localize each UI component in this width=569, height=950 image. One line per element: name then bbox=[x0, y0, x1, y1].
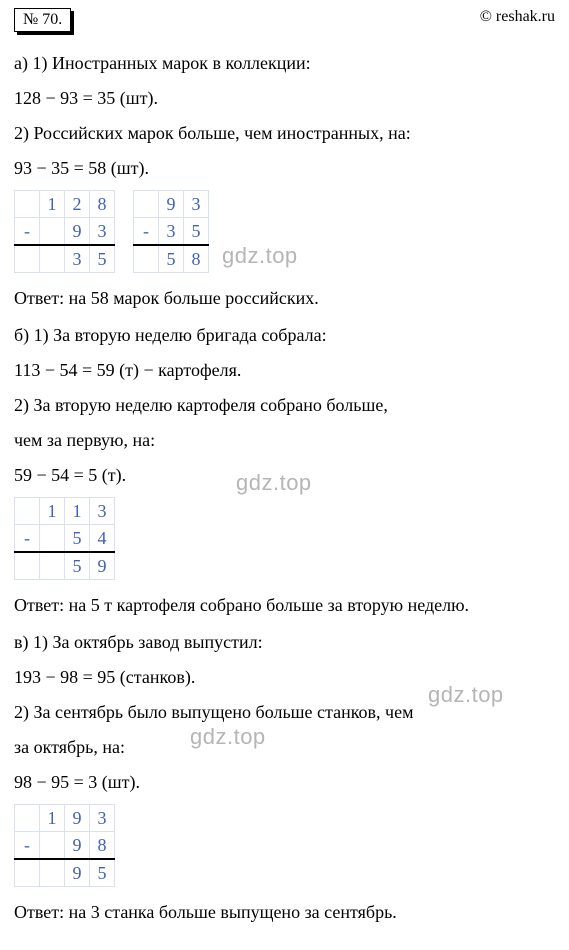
part-a-step1: а) 1) Иностранных марок в коллекции: bbox=[14, 50, 555, 77]
document-container: № 70. © reshak.ru а) 1) Иностранных маро… bbox=[0, 0, 569, 950]
part-b-answer: Ответ: на 5 т картофеля собрано больше з… bbox=[14, 592, 555, 619]
problem-number: № 70. bbox=[23, 11, 62, 28]
calc-table-b1: 1 1 3 - 5 4 5 9 bbox=[14, 497, 115, 580]
part-c-eq1: 193 − 98 = 95 (станков). bbox=[14, 664, 555, 691]
cell bbox=[134, 191, 159, 218]
cell: - bbox=[15, 525, 40, 553]
cell bbox=[15, 245, 40, 273]
cell bbox=[40, 245, 65, 273]
cell: 2 bbox=[65, 191, 90, 218]
cell: 9 bbox=[65, 859, 90, 887]
cell: 5 bbox=[65, 525, 90, 553]
cell: - bbox=[15, 832, 40, 860]
cell: 8 bbox=[184, 245, 209, 273]
cell: 3 bbox=[90, 805, 115, 832]
part-c-step2b: за октябрь, на: bbox=[14, 734, 555, 761]
part-b-eq2: 59 − 54 = 5 (т). bbox=[14, 462, 555, 489]
part-c-answer: Ответ: на 3 станка больше выпущено за се… bbox=[14, 899, 555, 926]
cell: 5 bbox=[90, 245, 115, 273]
cell bbox=[15, 805, 40, 832]
part-b-step2b: чем за первую, на: bbox=[14, 427, 555, 454]
cell bbox=[40, 525, 65, 553]
part-c-eq2: 98 − 95 = 3 (шт). bbox=[14, 769, 555, 796]
cell bbox=[40, 832, 65, 860]
calc-table-c1: 1 9 3 - 9 8 9 5 bbox=[14, 804, 115, 887]
cell: 5 bbox=[65, 552, 90, 580]
cell: 3 bbox=[65, 245, 90, 273]
cell bbox=[15, 859, 40, 887]
cell: 5 bbox=[159, 245, 184, 273]
part-a-eq1: 128 − 93 = 35 (шт). bbox=[14, 85, 555, 112]
part-a-step2: 2) Российских марок больше, чем иностран… bbox=[14, 120, 555, 147]
cell: 9 bbox=[65, 832, 90, 860]
cell: 4 bbox=[90, 525, 115, 553]
part-a-calculations: 1 2 8 - 9 3 3 5 9 3 bbox=[14, 190, 555, 273]
part-b-step1: б) 1) За вторую неделю бригада собрала: bbox=[14, 322, 555, 349]
part-b-step2: 2) За вторую неделю картофеля собрано бо… bbox=[14, 392, 555, 419]
cell: - bbox=[15, 218, 40, 246]
cell: 9 bbox=[65, 218, 90, 246]
cell bbox=[40, 552, 65, 580]
part-b-calculations: 1 1 3 - 5 4 5 9 bbox=[14, 497, 555, 580]
cell: 3 bbox=[90, 498, 115, 525]
cell: 8 bbox=[90, 191, 115, 218]
cell bbox=[134, 245, 159, 273]
part-c-step2: 2) За сентябрь было выпущено больше стан… bbox=[14, 699, 555, 726]
copyright: © reshak.ru bbox=[480, 8, 555, 26]
cell bbox=[15, 498, 40, 525]
cell: 1 bbox=[40, 498, 65, 525]
cell bbox=[15, 191, 40, 218]
cell: 3 bbox=[90, 218, 115, 246]
cell: 3 bbox=[159, 218, 184, 246]
cell bbox=[40, 218, 65, 246]
cell: 5 bbox=[90, 859, 115, 887]
part-a-answer: Ответ: на 58 марок больше российских. bbox=[14, 285, 555, 312]
cell bbox=[15, 552, 40, 580]
part-b-eq1: 113 − 54 = 59 (т) − картофеля. bbox=[14, 357, 555, 384]
calc-table-a2: 9 3 - 3 5 5 8 bbox=[133, 190, 209, 273]
cell: 8 bbox=[90, 832, 115, 860]
part-c-calculations: 1 9 3 - 9 8 9 5 bbox=[14, 804, 555, 887]
cell bbox=[40, 859, 65, 887]
part-a-eq2: 93 − 35 = 58 (шт). bbox=[14, 155, 555, 182]
cell: 9 bbox=[90, 552, 115, 580]
calc-table-a1: 1 2 8 - 9 3 3 5 bbox=[14, 190, 115, 273]
cell: 1 bbox=[65, 498, 90, 525]
cell: 1 bbox=[40, 805, 65, 832]
cell: 3 bbox=[184, 191, 209, 218]
cell: 9 bbox=[65, 805, 90, 832]
cell: 1 bbox=[40, 191, 65, 218]
cell: 9 bbox=[159, 191, 184, 218]
problem-number-box: № 70. bbox=[14, 8, 71, 32]
cell: - bbox=[134, 218, 159, 246]
cell: 5 bbox=[184, 218, 209, 246]
part-c-step1: в) 1) За октябрь завод выпустил: bbox=[14, 629, 555, 656]
